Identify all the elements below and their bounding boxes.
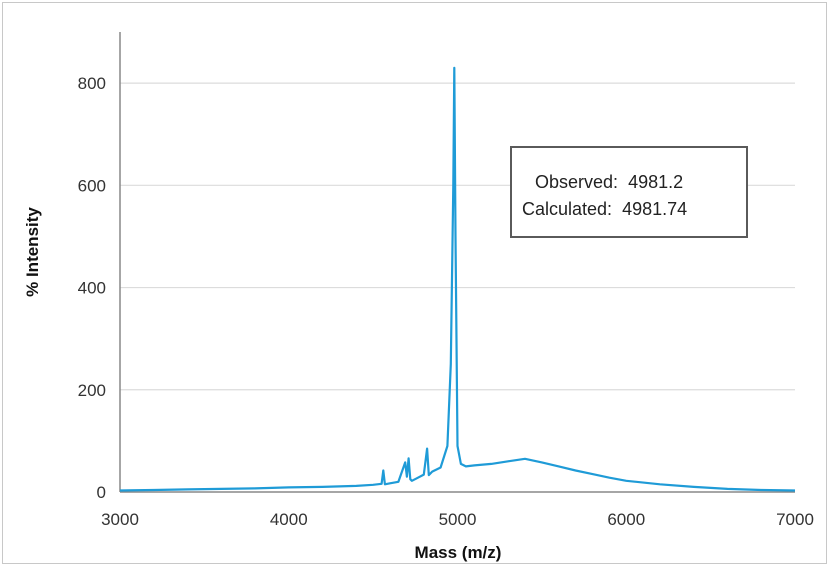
axes: [119, 32, 795, 493]
x-tick-label: 3000: [101, 510, 139, 529]
svg-text:Calculated: 4981.74: Calculated: 4981.74: [522, 199, 687, 219]
y-axis-title: % Intensity: [23, 207, 42, 297]
x-axis-title: Mass (m/z): [415, 543, 502, 562]
calculated-label: Calculated:: [522, 199, 612, 219]
annotation-box: Observed: 4981.2 Calculated: 4981.74: [510, 146, 748, 238]
tick-labels: 0 200 400 600 800 3000 4000 5000 6000 7000: [78, 74, 814, 529]
y-tick-label: 200: [78, 381, 106, 400]
calculated-value: 4981.74: [622, 199, 687, 219]
y-tick-label: 400: [78, 279, 106, 298]
x-tick-label: 4000: [270, 510, 308, 529]
x-tick-label: 5000: [439, 510, 477, 529]
observed-label: Observed:: [535, 172, 618, 192]
observed-value: 4981.2: [628, 172, 683, 192]
x-tick-label: 6000: [607, 510, 645, 529]
y-tick-label: 800: [78, 74, 106, 93]
y-tick-label: 0: [97, 483, 106, 502]
spectrum-series-line: [119, 66, 796, 492]
svg-text:Observed: 4981.2: Observed: 4981.2: [535, 172, 683, 192]
x-tick-label: 7000: [776, 510, 814, 529]
y-tick-label: 600: [78, 176, 106, 195]
